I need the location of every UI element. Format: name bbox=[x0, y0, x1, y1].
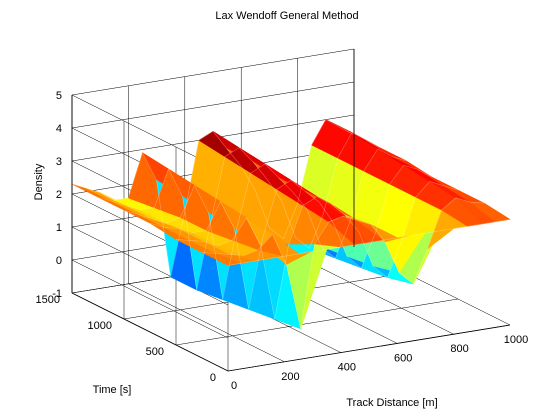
floor-front-edges bbox=[71, 292, 511, 372]
x-tick-label: 1000 bbox=[504, 334, 528, 346]
chart-title: Lax Wendoff General Method bbox=[215, 10, 358, 22]
y-tick-label: 0 bbox=[210, 372, 216, 384]
surface-patch bbox=[71, 183, 113, 202]
z-tick-label: -1 bbox=[52, 288, 62, 300]
x-tick-label: 0 bbox=[231, 380, 237, 392]
surface-row-line bbox=[149, 164, 433, 310]
surface-row-line bbox=[71, 119, 355, 277]
x-axis-label: Track Distance [m] bbox=[346, 397, 437, 409]
x-tick-label: 400 bbox=[338, 362, 356, 374]
z-tick-label: 2 bbox=[56, 189, 62, 201]
z-axis-label: Density bbox=[33, 163, 45, 200]
z-tick-label: 3 bbox=[56, 156, 62, 168]
density-surface bbox=[71, 119, 511, 330]
z-tick-label: 4 bbox=[56, 123, 62, 135]
z-tick-label: 5 bbox=[56, 90, 62, 102]
surface-row-line bbox=[123, 148, 407, 300]
z-tick-label: 0 bbox=[56, 255, 62, 267]
surface-patch bbox=[468, 201, 511, 223]
y-tick-label: 1000 bbox=[88, 320, 112, 332]
y-tick-label: 1500 bbox=[36, 294, 60, 306]
surface-row-line bbox=[97, 132, 381, 290]
surface-row-line bbox=[227, 219, 511, 266]
surface-row-line bbox=[175, 181, 459, 320]
x-tick-label: 800 bbox=[450, 343, 468, 355]
surface-row-line bbox=[201, 197, 485, 329]
surface-patch bbox=[85, 188, 127, 206]
x-tick-label: 200 bbox=[281, 371, 299, 383]
tick-labels: -1 0 1 2 3 4 5 0 500 1000 1500 0 200 400 600 800 1000 bbox=[36, 90, 529, 392]
x-tick-label: 600 bbox=[394, 352, 412, 364]
y-tick-label: 500 bbox=[146, 346, 164, 358]
y-axis-label: Time [s] bbox=[93, 384, 132, 396]
z-tick-label: 1 bbox=[56, 222, 62, 234]
axes-frame bbox=[71, 49, 511, 372]
